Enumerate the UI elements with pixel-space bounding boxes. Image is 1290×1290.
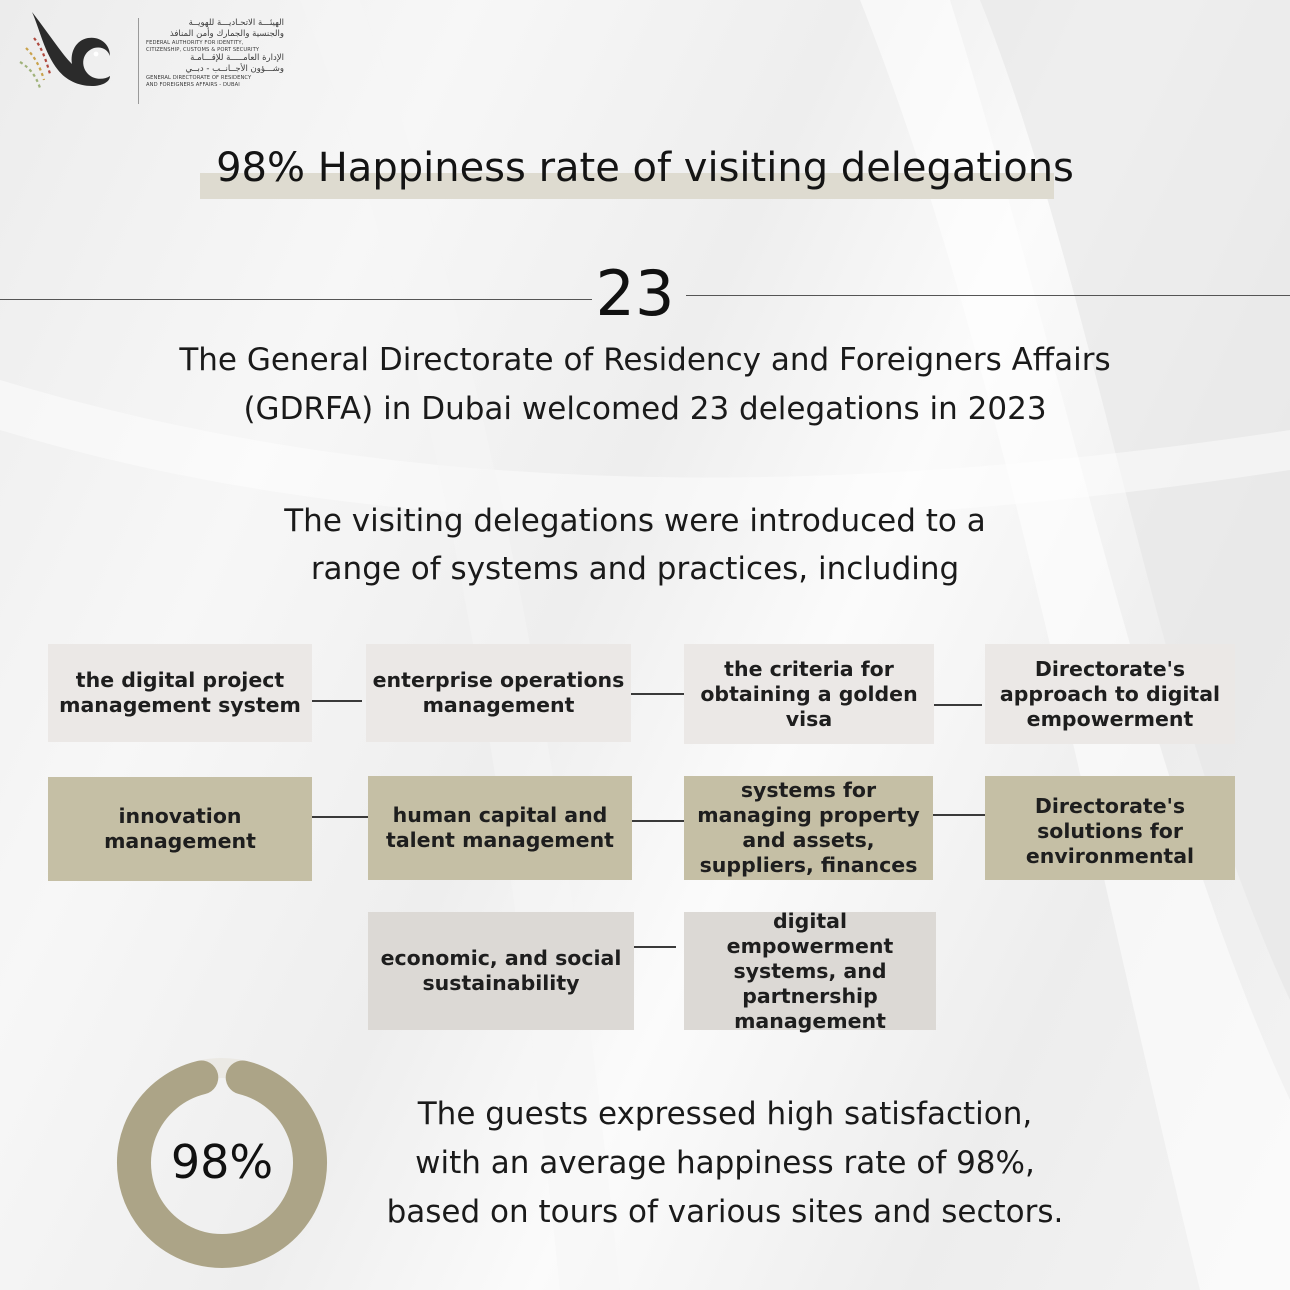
- item-economic-social-sustainability: economic, and social sustainability: [368, 912, 634, 1030]
- item-innovation-management: innovation management: [48, 777, 312, 881]
- connector: [312, 816, 368, 818]
- item-digital-empowerment-partnerships: digital empowerment systems, and partner…: [684, 909, 936, 1033]
- logo-arabic-line-4: وشـــؤون الأجــانــب - دبــي: [185, 64, 284, 74]
- intro-line-1: The visiting delegations were introduced…: [284, 503, 986, 539]
- lead-line-1: The General Directorate of Residency and…: [179, 342, 1111, 378]
- connector: [933, 814, 985, 816]
- falcon-logo-icon: [19, 12, 110, 89]
- logo-arabic-line-2: والجنسية والجمارك وأمن المنافذ: [169, 29, 284, 39]
- item-property-assets-systems: systems for managing property and assets…: [684, 776, 933, 880]
- connector: [934, 704, 982, 706]
- headline-container: 98% Happiness rate of visiting delegatio…: [0, 140, 1290, 196]
- headline-highlight: [200, 173, 1054, 199]
- intro-paragraph: The visiting delegations were introduced…: [200, 497, 1070, 593]
- item-golden-visa-criteria: the criteria for obtaining a golden visa: [684, 644, 934, 744]
- happiness-rate-label: 98%: [170, 1135, 274, 1189]
- item-digital-empowerment-approach: Directorate's approach to digital empowe…: [985, 644, 1235, 744]
- logo-english-line-2: Citizenship, Customs & Port Security: [146, 46, 260, 53]
- item-enterprise-operations: enterprise operations management: [366, 644, 631, 742]
- logo-english-line-4: and Foreigners Affairs - Dubai: [146, 81, 240, 88]
- item-human-capital: human capital and talent management: [368, 776, 632, 880]
- delegations-count: 23: [595, 257, 675, 330]
- connector: [634, 946, 676, 948]
- divider-left: [0, 299, 592, 300]
- page-title: 98% Happiness rate of visiting delegatio…: [216, 145, 1074, 191]
- closing-line-2: with an average happiness rate of 98%,: [415, 1145, 1035, 1181]
- closing-line-3: based on tours of various sites and sect…: [386, 1194, 1064, 1230]
- divider-right: [686, 295, 1290, 296]
- lead-paragraph: The General Directorate of Residency and…: [80, 336, 1210, 434]
- happiness-ring: [117, 1060, 327, 1268]
- connector: [631, 693, 684, 695]
- closing-paragraph: The guests expressed high satisfaction, …: [330, 1090, 1120, 1237]
- logo-wordmark: الهيئـــة الاتحـاديـــة للهويــة والجنسي…: [146, 18, 284, 88]
- logo-arabic-line-1: الهيئـــة الاتحـاديـــة للهويــة: [188, 18, 284, 28]
- happiness-donut-chart: [117, 1058, 327, 1268]
- logo-english-line-3: General Directorate of Residency: [146, 75, 252, 81]
- connector: [632, 820, 684, 822]
- item-environmental-solutions: Directorate's solutions for environmenta…: [985, 776, 1235, 880]
- connector: [312, 700, 362, 702]
- gdrfa-logo: الهيئـــة الاتحـاديـــة للهويــة والجنسي…: [18, 8, 284, 104]
- logo-arabic-line-3: الإدارة العامـــــة للإقـــامـة: [190, 53, 284, 63]
- item-digital-project-management: the digital project management system: [48, 644, 312, 742]
- intro-line-2: range of systems and practices, includin…: [310, 551, 960, 587]
- logo-english-line-1: Federal Authority for Identity,: [146, 40, 244, 46]
- logo-divider: [138, 18, 139, 104]
- lead-line-2: (GDRFA) in Dubai welcomed 23 delegations…: [243, 391, 1047, 427]
- closing-line-1: The guests expressed high satisfaction,: [417, 1096, 1033, 1132]
